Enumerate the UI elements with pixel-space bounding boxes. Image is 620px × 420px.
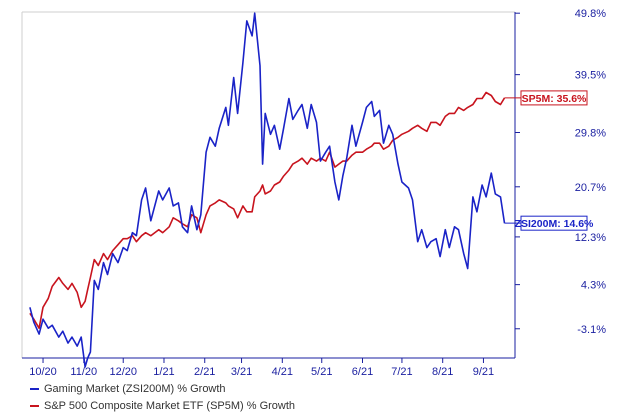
series-line-gaming-market-zsi200m-growth: [29, 12, 506, 368]
y-tick-label: 20.7%: [575, 182, 606, 194]
legend-item-gaming: Gaming Market (ZSI200M) % Growth: [30, 380, 295, 397]
x-tick-label: 9/21: [473, 366, 494, 378]
y-tick-label: 29.8%: [575, 128, 606, 140]
x-tick-label: 5/21: [311, 366, 332, 378]
x-tick-label: 4/21: [272, 366, 293, 378]
x-tick-label: 6/21: [352, 366, 373, 378]
y-tick-label: 4.3%: [581, 280, 606, 292]
series-line-s-p-500-composite-market-etf-sp5m-growth: [29, 91, 506, 329]
legend-item-sp500: S&P 500 Composite Market ETF (SP5M) % Gr…: [30, 397, 295, 414]
x-tick-label: 10/20: [29, 366, 57, 378]
x-tick-label: 8/21: [432, 366, 453, 378]
y-tick-label: 12.3%: [575, 232, 606, 244]
x-tick-label: 1/21: [153, 366, 174, 378]
legend-swatch-gaming: [30, 387, 39, 390]
y-tick-label: -3.1%: [577, 324, 606, 336]
end-label-s-p-500-composite-market-etf-sp5m-growth: SP5M: 35.6%: [522, 93, 587, 105]
legend-label-gaming: Gaming Market (ZSI200M) % Growth: [44, 382, 226, 395]
y-tick-label: 39.5%: [575, 70, 606, 82]
x-tick-label: 11/20: [70, 366, 97, 378]
y-tick-label: 49.8%: [575, 8, 606, 20]
legend: Gaming Market (ZSI200M) % Growth S&P 500…: [30, 380, 295, 414]
legend-label-sp500: S&P 500 Composite Market ETF (SP5M) % Gr…: [44, 399, 296, 412]
end-label-gaming-market-zsi200m-growth: ZSI200M: 14.6%: [515, 218, 594, 230]
x-tick-label: 7/21: [391, 366, 412, 378]
end-label-box-s-p-500-composite-market-etf-sp5m-growth: [520, 90, 588, 106]
legend-swatch-sp500: [30, 404, 39, 407]
end-label-box-gaming-market-zsi200m-growth: [520, 215, 588, 231]
x-tick-label: 12/20: [109, 366, 137, 378]
x-tick-label: 2/21: [194, 366, 215, 378]
x-tick-label: 3/21: [231, 366, 252, 378]
